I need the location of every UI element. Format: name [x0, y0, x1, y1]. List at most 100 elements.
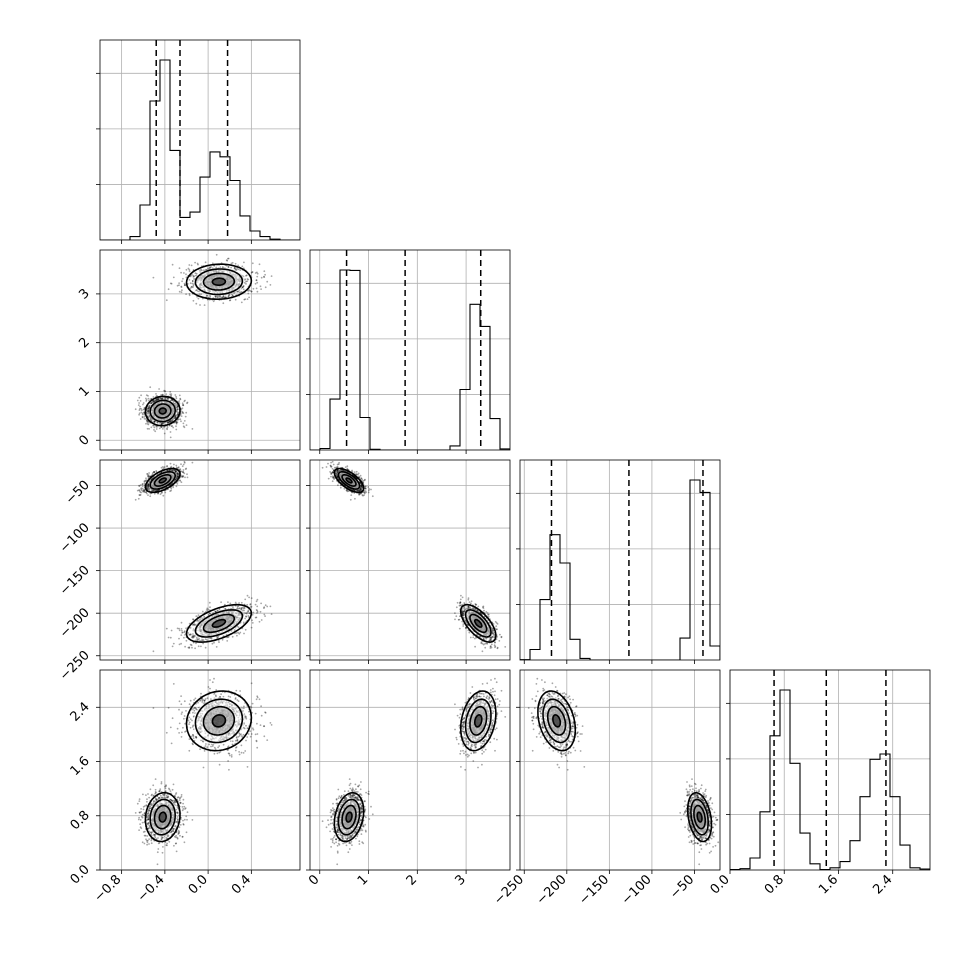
sample-point — [188, 268, 191, 271]
sample-point — [138, 412, 141, 415]
y-tick-label-1-0: 0 — [76, 432, 92, 448]
sample-point — [463, 610, 465, 613]
sample-point — [201, 639, 204, 641]
sample-point — [194, 261, 197, 264]
sample-point — [170, 465, 173, 468]
sample-point — [155, 393, 157, 395]
sample-point — [176, 284, 179, 287]
sample-point — [189, 627, 192, 629]
sample-point — [171, 425, 174, 427]
sample-point — [138, 489, 141, 491]
sample-point — [195, 289, 197, 292]
sample-point — [151, 400, 154, 403]
sample-point — [147, 488, 149, 490]
sample-point — [147, 483, 150, 486]
sample-point — [205, 609, 208, 611]
sample-point — [146, 420, 149, 423]
sample-point — [188, 270, 191, 273]
sample-point — [188, 293, 191, 295]
sample-point — [147, 410, 150, 413]
sample-point — [365, 491, 367, 494]
sample-point — [221, 266, 224, 268]
sample-point — [193, 623, 196, 626]
sample-point — [139, 400, 142, 402]
sample-point — [189, 633, 192, 636]
sample-point — [166, 465, 168, 468]
sample-point — [162, 466, 164, 468]
sample-point — [175, 485, 178, 488]
sample-point — [181, 402, 184, 405]
sample-point — [202, 639, 205, 641]
sample-point — [245, 280, 247, 283]
sample-point — [147, 474, 150, 476]
sample-point — [488, 639, 490, 642]
sample-point — [233, 629, 236, 631]
sample-point — [148, 399, 150, 402]
sample-point — [215, 646, 218, 648]
sample-point — [168, 421, 171, 424]
sample-point — [160, 394, 163, 396]
sample-point — [148, 481, 151, 483]
sample-point — [146, 421, 149, 423]
sample-point — [266, 605, 269, 608]
sample-point — [194, 272, 197, 275]
sample-point — [160, 423, 163, 425]
sample-point — [185, 268, 188, 271]
sample-point — [185, 293, 188, 295]
sample-point — [254, 282, 257, 285]
sample-point — [163, 389, 166, 392]
y-tick-label-2-3: −100 — [57, 520, 93, 556]
sample-point — [481, 650, 484, 653]
sample-point — [210, 637, 213, 640]
sample-point — [230, 266, 233, 269]
sample-point — [459, 598, 462, 601]
sample-point — [167, 398, 169, 401]
sample-point — [162, 494, 165, 497]
sample-point — [217, 636, 220, 638]
sample-point — [209, 266, 211, 269]
sample-point — [216, 609, 219, 612]
sample-point — [148, 428, 151, 430]
sample-point — [162, 467, 165, 470]
sample-point — [147, 494, 149, 496]
sample-point — [178, 643, 181, 646]
sample-point — [227, 265, 230, 268]
sample-point — [166, 398, 169, 400]
sample-point — [162, 428, 164, 430]
sample-point — [190, 636, 193, 639]
sample-point — [209, 606, 211, 609]
sample-point — [137, 404, 140, 406]
sample-point — [146, 410, 148, 413]
sample-point — [175, 395, 178, 398]
contour-3 — [158, 477, 168, 484]
sample-point — [146, 419, 149, 422]
sample-point — [459, 601, 462, 604]
sample-point — [189, 275, 192, 278]
sample-point — [199, 639, 201, 642]
sample-point — [143, 491, 146, 494]
sample-point — [175, 425, 177, 428]
sample-point — [249, 603, 252, 605]
sample-point — [136, 489, 139, 492]
sample-point — [181, 289, 183, 292]
sample-point — [160, 492, 163, 494]
sample-point — [197, 614, 200, 616]
sample-point — [246, 278, 249, 280]
sample-point — [199, 304, 201, 306]
y-tick-label-2-2: −150 — [57, 563, 93, 599]
sample-point — [167, 421, 170, 424]
sample-point — [174, 416, 177, 418]
contour-0 — [144, 467, 181, 494]
sample-point — [221, 638, 224, 641]
sample-point — [239, 269, 242, 271]
sample-point — [495, 622, 498, 624]
contour-3 — [158, 407, 168, 415]
sample-point — [139, 484, 142, 486]
sample-point — [229, 299, 232, 302]
sample-point — [483, 609, 485, 612]
contour-3 — [211, 618, 227, 628]
contour-0 — [144, 395, 181, 427]
sample-point — [163, 390, 166, 392]
sample-point — [146, 484, 149, 487]
sample-point — [255, 279, 258, 281]
